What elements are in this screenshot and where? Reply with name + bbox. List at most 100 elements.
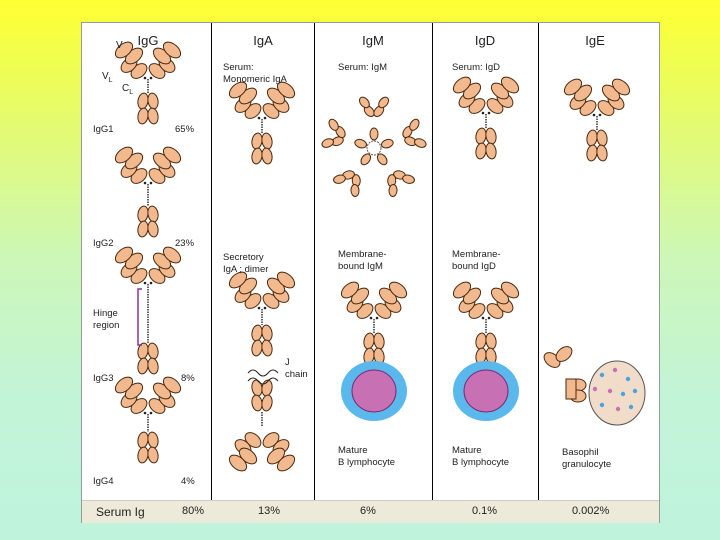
igm-subunit-arm [388, 183, 398, 197]
iga-dimer-lower-arm [228, 454, 248, 472]
basophil-granule [599, 402, 605, 408]
igg3-antibody-fc-left2 [137, 357, 149, 375]
igm-cell-label: Mature B lymphocyte [338, 445, 396, 468]
igd-serum-antibody-arm-outer2 [500, 76, 520, 94]
igg4-antibody-fc-left2 [137, 446, 149, 464]
igm-subunit-fc [360, 153, 372, 166]
igm-subunit-arm [358, 96, 370, 109]
footer-igm-percent: 6% [360, 505, 376, 517]
column-divider [314, 23, 315, 500]
iga-dimer-lower-fc [261, 394, 273, 412]
iga-monomer-antibody-disulfide [257, 116, 261, 120]
ige-serum-antibody-arm-outer2 [563, 78, 583, 96]
igm-membrane-label: Membrane-bound IgM [338, 249, 387, 272]
ige-bound-arm [555, 346, 573, 362]
iga-dimer-upper-antibody-disulfide [257, 306, 261, 310]
igm-membrane-antibody-disulfide [369, 316, 373, 320]
header-ige: IgE [585, 33, 605, 48]
igg-generic-antibody-fc-right [147, 92, 159, 110]
igm-subunit-arm [333, 174, 346, 184]
igm-subunit-arm [378, 96, 390, 109]
igg-generic-antibody-disulfide [149, 76, 153, 80]
igm-serum-label: Serum: IgM [338, 62, 388, 73]
iga-monomer-antibody-fc-right [261, 132, 273, 150]
igd-membrane-antibody-arm-outer2 [452, 281, 472, 299]
iga-serum-label: Serum: Monomeric IgA [223, 62, 287, 85]
serum-ig-footer: Serum Ig 80% 13% 6% 0.1% 0.002% [82, 500, 659, 523]
igg4-label: IgG4 [93, 476, 114, 487]
basophil-granule [632, 388, 638, 394]
label-cl-domain: CL [122, 83, 134, 96]
igg4-antibody-arm-outer2 [162, 376, 182, 394]
iga-dimer-upper-antibody-arm-outer2 [228, 271, 248, 289]
igg-generic-antibody-arm-outer2 [162, 41, 182, 59]
basophil-granule [592, 386, 598, 392]
ige-serum-antibody-fc-left2 [586, 144, 598, 162]
iga-secretory-label: Secretory IgA ; dimer [223, 252, 269, 275]
iga-dimer-upper-antibody-fc-right2 [261, 339, 273, 357]
igm-pentamer-core [366, 140, 382, 156]
label-vl-domain: VL [102, 71, 113, 84]
igg2-antibody-fc-left [137, 205, 149, 223]
igg2-antibody-fc-right2 [147, 220, 159, 238]
igm-subunit-arm [414, 138, 427, 148]
igg3-antibody-fc-right2 [147, 357, 159, 375]
iga-dimer-lower-arm [276, 454, 296, 472]
footer-iga-percent: 13% [258, 505, 281, 517]
basophil-granule [628, 404, 634, 410]
igg4-antibody-fc-right2 [147, 446, 159, 464]
basophil-granule [625, 376, 631, 382]
igg4-antibody-fc-left [137, 431, 149, 449]
basophil-granule [615, 406, 621, 412]
igm-subunit-fc [376, 153, 388, 166]
igg2-antibody-fc-right [147, 205, 159, 223]
iga-monomer-antibody-fc-left2 [251, 147, 263, 165]
iga-dimer-upper-antibody-disulfide [263, 306, 267, 310]
ige-serum-antibody-arm-outer2 [611, 78, 631, 96]
igd-serum-antibody-arm-outer2 [452, 76, 472, 94]
igg-generic-antibody-fc-left [137, 92, 149, 110]
igd-membrane-label: Membrane-bound IgD [452, 249, 501, 272]
igm-subunit-fc [380, 138, 394, 149]
header-iga: IgA [253, 33, 273, 48]
igm-b-lymphocyte-nucleus [351, 369, 397, 413]
igg2-percent: 23% [175, 238, 195, 249]
igg3-antibody-fc-right [147, 342, 159, 360]
iga-dimer-lower-fc [251, 379, 263, 397]
igg3-antibody-disulfide [143, 281, 147, 285]
igm-membrane-antibody-arm-outer2 [388, 281, 408, 299]
ige-serum-antibody-fc-right2 [596, 144, 608, 162]
igm-membrane-antibody-disulfide [375, 316, 379, 320]
igg-generic-antibody-arm-outer2 [114, 41, 134, 59]
iga-monomer-antibody-arm-outer2 [276, 81, 296, 99]
igd-serum-antibody-fc-right [485, 127, 497, 145]
igm-subunit-arm [321, 138, 334, 148]
igg3-percent: 8% [181, 373, 195, 384]
footer-igd-percent: 0.1% [472, 505, 498, 517]
igm-subunit-arm [350, 183, 360, 197]
igm-subunit-fc [369, 127, 379, 141]
igd-membrane-antibody-fc-left [475, 332, 487, 350]
igd-membrane-antibody-fc-right [485, 332, 497, 350]
igg4-percent: 4% [181, 476, 195, 487]
ige-serum-antibody-fc-left [586, 129, 598, 147]
antibody-illustrations [114, 41, 646, 472]
header-igd: IgD [474, 33, 496, 48]
igd-serum-antibody-disulfide [481, 111, 485, 115]
igd-serum-label: Serum: IgD [452, 62, 501, 73]
hinge-bracket [137, 288, 142, 346]
igm-subunit-fc [354, 138, 368, 149]
iga-monomer-antibody-disulfide [263, 116, 267, 120]
igg2-label: IgG2 [93, 238, 114, 249]
igd-membrane-antibody-arm-outer2 [500, 281, 520, 299]
igm-membrane-antibody-fc-left [363, 332, 375, 350]
column-divider [211, 23, 212, 500]
igd-serum-antibody-disulfide [487, 111, 491, 115]
igg2-antibody-disulfide [149, 181, 153, 185]
footer-ige-percent: 0.002% [572, 505, 610, 517]
igg2-antibody-arm-outer2 [162, 146, 182, 164]
column-divider [538, 23, 539, 500]
iga-dimer-upper-antibody-fc-left2 [251, 339, 263, 357]
j-chain-squiggle [247, 369, 279, 377]
